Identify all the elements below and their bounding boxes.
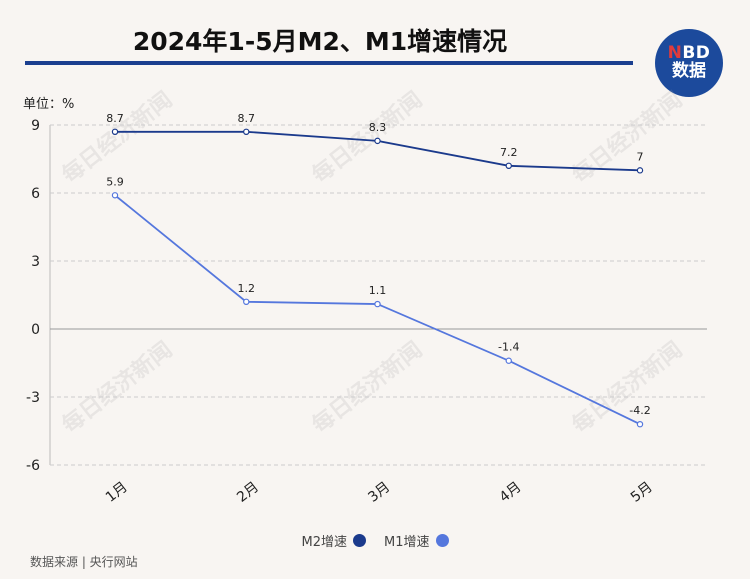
data-point: [505, 162, 512, 169]
legend-marker-m1: [435, 534, 449, 547]
source-note: 数据来源 | 央行网站: [30, 555, 138, 569]
data-label: 1.1: [369, 284, 387, 297]
data-point: [374, 137, 381, 145]
data-point: [636, 167, 644, 174]
data-point: [374, 300, 381, 308]
legend-item-m2: M2增速: [301, 531, 366, 550]
unit-label: 单位：%: [23, 97, 75, 112]
legend-item-m1: M1增速: [384, 531, 449, 550]
legend-label-m2: M2增速: [301, 535, 348, 550]
y-tick-label: 9: [31, 118, 40, 134]
logo-letter-n: N: [667, 43, 683, 64]
legend-label-m1: M1增速: [384, 535, 430, 550]
data-label: 8.7: [106, 112, 124, 125]
y-tick-label: 3: [31, 254, 40, 270]
nbd-logo: NBD 数据: [655, 29, 723, 97]
y-tick-label: 6: [31, 186, 40, 202]
chart-title: 2024年1-5月M2、M1增速情况: [132, 27, 508, 56]
legend-marker-m2: [353, 534, 366, 547]
x-tick-label: 4月: [497, 479, 525, 506]
data-point: [505, 357, 512, 364]
x-tick-label: 5月: [628, 479, 656, 506]
data-point: [243, 128, 250, 135]
data-label: 8.7: [238, 112, 256, 125]
y-tick-label: -3: [26, 390, 40, 406]
data-label: 7.2: [500, 146, 518, 159]
y-tick-label: 0: [31, 322, 40, 338]
data-label: 8.3: [369, 121, 387, 134]
data-label: 1.2: [238, 282, 256, 295]
logo-text: 数据: [672, 61, 706, 81]
series-line-m2: [115, 130, 641, 172]
data-point: [111, 128, 119, 135]
y-tick-label: -6: [26, 458, 40, 474]
logo-letters-bd: BD: [682, 43, 711, 64]
data-point: [636, 421, 644, 428]
legend: M2增速 M1增速: [0, 531, 750, 550]
data-label: -4.2: [629, 404, 650, 417]
title-underline: [25, 61, 633, 65]
data-point: [111, 192, 119, 199]
data-label: 5.9: [106, 175, 124, 188]
data-point: [243, 298, 250, 305]
x-tick-label: 3月: [365, 479, 393, 506]
x-tick-label: 2月: [234, 479, 262, 506]
data-label: -1.4: [498, 341, 519, 354]
series-line-m1: [114, 194, 641, 426]
x-tick-label: 1月: [103, 479, 131, 506]
data-label: 7: [637, 150, 644, 163]
